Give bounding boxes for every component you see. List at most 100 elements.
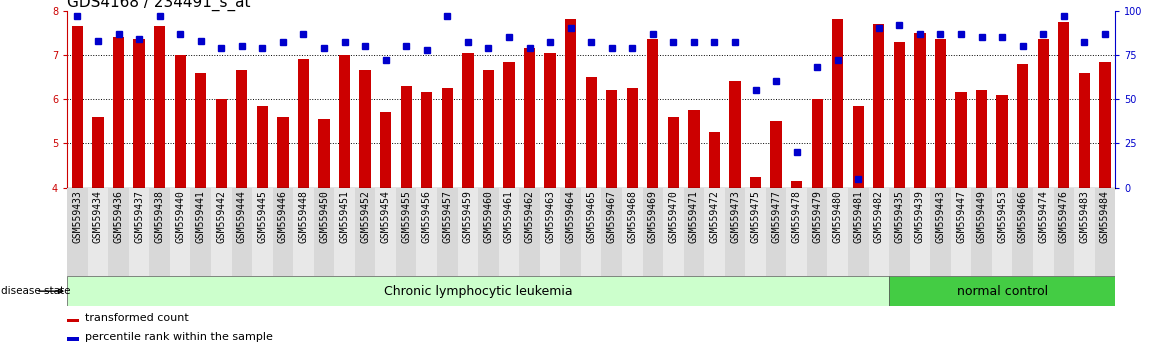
Bar xyxy=(935,39,946,188)
Bar xyxy=(791,181,802,188)
Text: GSM559473: GSM559473 xyxy=(730,190,740,243)
Bar xyxy=(272,188,293,276)
Bar xyxy=(67,276,889,306)
Bar xyxy=(478,188,499,276)
Text: GSM559451: GSM559451 xyxy=(339,190,350,243)
Bar xyxy=(129,188,149,276)
Bar xyxy=(997,95,1007,188)
Bar xyxy=(786,188,807,276)
Text: GSM559446: GSM559446 xyxy=(278,190,288,243)
Bar xyxy=(354,188,375,276)
Bar xyxy=(725,188,746,276)
Bar xyxy=(770,121,782,188)
Bar xyxy=(581,188,601,276)
Bar xyxy=(401,86,412,188)
Bar xyxy=(664,188,683,276)
Text: GSM559478: GSM559478 xyxy=(792,190,801,243)
Bar xyxy=(236,70,248,188)
Text: GSM559448: GSM559448 xyxy=(299,190,308,243)
Bar xyxy=(190,188,211,276)
Bar xyxy=(750,177,761,188)
Bar xyxy=(730,81,741,188)
Bar xyxy=(601,188,622,276)
Bar xyxy=(335,188,354,276)
Text: GSM559449: GSM559449 xyxy=(976,190,987,243)
Text: GSM559469: GSM559469 xyxy=(647,190,658,243)
Bar xyxy=(175,55,185,188)
Bar xyxy=(462,53,474,188)
Text: GSM559457: GSM559457 xyxy=(442,190,453,243)
Text: GSM559440: GSM559440 xyxy=(175,190,185,243)
Text: GSM559461: GSM559461 xyxy=(504,190,514,243)
Text: GSM559471: GSM559471 xyxy=(689,190,699,243)
Text: GSM559455: GSM559455 xyxy=(401,190,411,243)
Bar xyxy=(1017,64,1028,188)
Bar xyxy=(504,62,514,188)
Bar xyxy=(133,39,145,188)
Bar xyxy=(930,188,951,276)
Bar xyxy=(437,188,457,276)
Bar xyxy=(1094,188,1115,276)
Text: GSM559472: GSM559472 xyxy=(710,190,719,243)
Bar xyxy=(812,99,823,188)
Text: GSM559467: GSM559467 xyxy=(607,190,617,243)
Bar xyxy=(765,188,786,276)
Text: GSM559468: GSM559468 xyxy=(628,190,637,243)
Bar xyxy=(622,188,643,276)
Text: transformed count: transformed count xyxy=(86,313,189,323)
Text: GSM559479: GSM559479 xyxy=(812,190,822,243)
Text: GSM559477: GSM559477 xyxy=(771,190,782,243)
Bar xyxy=(380,113,391,188)
Text: Chronic lymphocytic leukemia: Chronic lymphocytic leukemia xyxy=(383,285,572,298)
Bar xyxy=(154,26,166,188)
Text: GSM559476: GSM559476 xyxy=(1058,190,1069,243)
Text: GSM559474: GSM559474 xyxy=(1039,190,1048,243)
Bar xyxy=(565,19,577,188)
Bar xyxy=(314,188,335,276)
Text: GSM559463: GSM559463 xyxy=(545,190,555,243)
Text: GSM559437: GSM559437 xyxy=(134,190,144,243)
Bar xyxy=(972,188,992,276)
Text: GSM559442: GSM559442 xyxy=(217,190,226,243)
Text: GSM559454: GSM559454 xyxy=(381,190,390,243)
Text: GSM559441: GSM559441 xyxy=(196,190,206,243)
Bar xyxy=(828,188,848,276)
Text: GSM559484: GSM559484 xyxy=(1100,190,1109,243)
Bar xyxy=(647,39,659,188)
Bar xyxy=(976,90,988,188)
Text: GSM559459: GSM559459 xyxy=(463,190,472,243)
Bar xyxy=(1038,39,1049,188)
Bar xyxy=(67,319,79,322)
Text: GSM559444: GSM559444 xyxy=(237,190,247,243)
Bar xyxy=(894,42,906,188)
Text: GSM559456: GSM559456 xyxy=(422,190,432,243)
Bar xyxy=(375,188,396,276)
Bar xyxy=(951,188,972,276)
Bar xyxy=(1079,73,1090,188)
Bar xyxy=(149,188,170,276)
Bar xyxy=(540,188,560,276)
Bar xyxy=(339,55,350,188)
Text: GSM559438: GSM559438 xyxy=(155,190,164,243)
Bar xyxy=(873,24,885,188)
Text: normal control: normal control xyxy=(957,285,1048,298)
Bar xyxy=(852,106,864,188)
Text: GSM559465: GSM559465 xyxy=(586,190,596,243)
Bar xyxy=(704,188,725,276)
Bar xyxy=(848,188,868,276)
Bar xyxy=(93,117,103,188)
Bar xyxy=(67,337,79,341)
Bar xyxy=(67,188,88,276)
Bar xyxy=(868,188,889,276)
Bar xyxy=(293,188,314,276)
Text: GSM559464: GSM559464 xyxy=(565,190,576,243)
Bar xyxy=(643,188,664,276)
Bar xyxy=(668,117,679,188)
Bar xyxy=(72,26,83,188)
Bar xyxy=(889,188,910,276)
Text: GSM559447: GSM559447 xyxy=(957,190,966,243)
Bar xyxy=(441,88,453,188)
Bar xyxy=(170,188,190,276)
Bar xyxy=(396,188,417,276)
Bar xyxy=(992,188,1012,276)
